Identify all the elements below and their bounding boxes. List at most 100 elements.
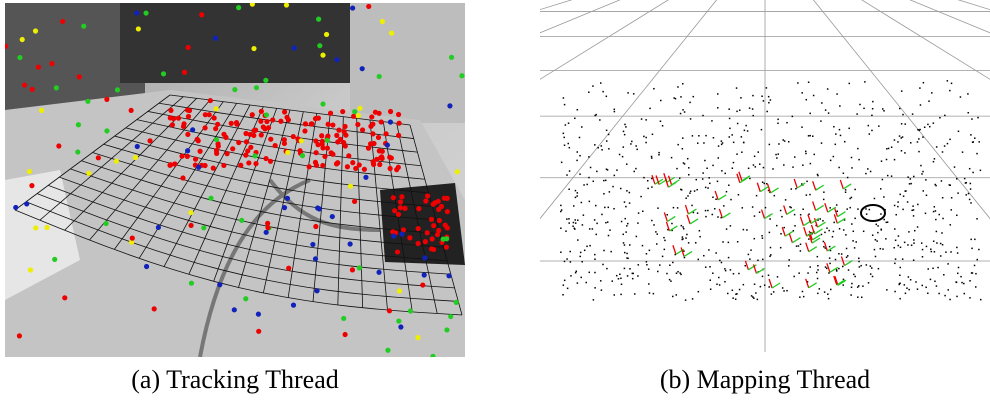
map-point <box>572 225 574 227</box>
feature-point <box>342 129 347 134</box>
map-point <box>870 265 872 267</box>
map-point <box>806 99 808 101</box>
map-point <box>589 228 591 230</box>
map-point <box>631 141 633 143</box>
feature-point <box>263 78 268 83</box>
map-point <box>608 207 610 209</box>
map-point <box>808 135 810 137</box>
map-point <box>898 235 900 237</box>
map-point <box>685 237 687 239</box>
map-point <box>692 135 694 137</box>
map-point <box>568 122 570 124</box>
feature-point <box>188 223 193 228</box>
map-point <box>846 257 848 259</box>
feature-point <box>168 108 173 113</box>
map-point <box>763 167 765 169</box>
map-point <box>686 234 688 236</box>
map-point <box>579 173 581 175</box>
map-point <box>746 229 748 231</box>
map-point <box>836 204 838 206</box>
map-point <box>699 236 701 238</box>
map-point <box>925 287 927 289</box>
feature-point <box>156 225 161 230</box>
map-point <box>922 136 924 138</box>
map-point <box>593 299 595 301</box>
map-point <box>621 284 623 286</box>
map-point <box>749 178 751 180</box>
map-point <box>867 168 869 170</box>
map-point <box>777 123 779 125</box>
feature-point <box>214 106 219 111</box>
map-point <box>589 201 591 203</box>
feature-point <box>374 157 379 162</box>
map-point <box>626 163 628 165</box>
map-point <box>595 205 597 207</box>
map-point <box>630 143 632 145</box>
map-point <box>936 242 938 244</box>
map-point <box>851 283 853 285</box>
feature-point <box>399 194 404 199</box>
map-point <box>620 294 622 296</box>
map-point <box>913 259 915 261</box>
feature-point <box>213 36 218 41</box>
map-point <box>620 188 622 190</box>
map-point <box>625 218 627 220</box>
map-point <box>688 242 690 244</box>
map-point <box>757 151 759 153</box>
map-point <box>568 189 570 191</box>
map-point <box>594 254 596 256</box>
map-point <box>842 266 844 268</box>
feature-point <box>449 55 454 60</box>
map-point <box>761 129 763 131</box>
map-point <box>897 206 899 208</box>
map-point <box>936 285 938 287</box>
map-point <box>875 256 877 257</box>
map-point <box>878 268 880 270</box>
map-point <box>806 194 808 196</box>
map-point <box>897 245 899 247</box>
map-point <box>978 249 980 251</box>
map-point <box>689 102 691 104</box>
map-point <box>560 227 562 229</box>
map-point <box>969 297 971 299</box>
map-point <box>754 238 756 240</box>
feature-point <box>320 53 325 58</box>
map-point <box>957 252 959 254</box>
map-point <box>969 168 971 170</box>
map-point <box>577 282 579 284</box>
map-point <box>648 268 650 270</box>
map-point <box>776 225 778 227</box>
map-point <box>750 249 752 251</box>
feature-point <box>39 108 44 113</box>
map-point <box>969 280 971 282</box>
map-point <box>709 183 711 185</box>
map-point <box>957 192 959 194</box>
map-point <box>705 187 707 189</box>
map-point <box>626 225 628 227</box>
feature-point <box>353 166 358 171</box>
map-point <box>833 126 835 128</box>
feature-point <box>394 167 399 172</box>
map-point <box>695 242 697 244</box>
map-point <box>774 195 776 197</box>
map-point <box>564 104 566 106</box>
map-point <box>710 288 712 290</box>
map-point <box>861 297 863 299</box>
feature-point <box>30 87 35 92</box>
map-point <box>688 167 690 169</box>
map-point <box>894 291 896 293</box>
map-point <box>731 134 733 136</box>
map-point <box>567 288 569 290</box>
map-point <box>705 210 707 212</box>
feature-point <box>387 308 392 313</box>
feature-point <box>444 245 449 250</box>
map-point <box>768 275 770 277</box>
feature-point <box>313 224 318 229</box>
map-point <box>573 205 575 207</box>
feature-point <box>250 112 255 117</box>
feature-point <box>322 154 327 159</box>
feature-point <box>420 282 425 287</box>
map-point <box>741 136 743 138</box>
feature-point <box>13 205 18 210</box>
feature-point <box>49 61 54 66</box>
